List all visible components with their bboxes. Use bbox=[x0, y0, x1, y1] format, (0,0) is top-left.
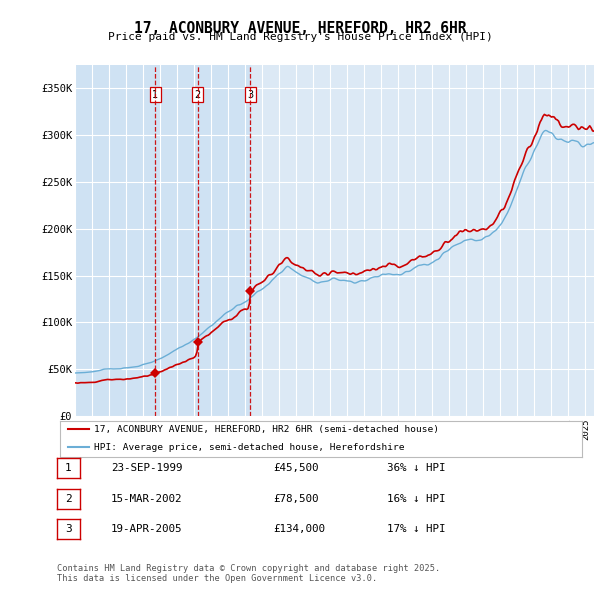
Text: 23-SEP-1999: 23-SEP-1999 bbox=[111, 463, 182, 473]
Bar bbox=[75, 65, 155, 416]
Text: £78,500: £78,500 bbox=[273, 494, 319, 503]
Text: 1: 1 bbox=[65, 463, 72, 473]
Bar bbox=[197, 65, 250, 416]
Text: 15-MAR-2002: 15-MAR-2002 bbox=[111, 494, 182, 503]
Text: 19-APR-2005: 19-APR-2005 bbox=[111, 525, 182, 534]
Text: HPI: Average price, semi-detached house, Herefordshire: HPI: Average price, semi-detached house,… bbox=[94, 443, 404, 452]
Text: 36% ↓ HPI: 36% ↓ HPI bbox=[387, 463, 445, 473]
Text: 3: 3 bbox=[247, 90, 253, 100]
Bar bbox=[155, 65, 197, 416]
Text: 17, ACONBURY AVENUE, HEREFORD, HR2 6HR (semi-detached house): 17, ACONBURY AVENUE, HEREFORD, HR2 6HR (… bbox=[94, 425, 439, 434]
Text: 17, ACONBURY AVENUE, HEREFORD, HR2 6HR: 17, ACONBURY AVENUE, HEREFORD, HR2 6HR bbox=[134, 21, 466, 35]
Text: 1: 1 bbox=[152, 90, 158, 100]
Text: 2: 2 bbox=[65, 494, 72, 503]
Text: Price paid vs. HM Land Registry's House Price Index (HPI): Price paid vs. HM Land Registry's House … bbox=[107, 32, 493, 42]
Text: £45,500: £45,500 bbox=[273, 463, 319, 473]
Text: 3: 3 bbox=[65, 525, 72, 534]
Text: £134,000: £134,000 bbox=[273, 525, 325, 534]
Text: 17% ↓ HPI: 17% ↓ HPI bbox=[387, 525, 445, 534]
Text: 2: 2 bbox=[194, 90, 201, 100]
Text: Contains HM Land Registry data © Crown copyright and database right 2025.
This d: Contains HM Land Registry data © Crown c… bbox=[57, 563, 440, 583]
Text: 16% ↓ HPI: 16% ↓ HPI bbox=[387, 494, 445, 503]
